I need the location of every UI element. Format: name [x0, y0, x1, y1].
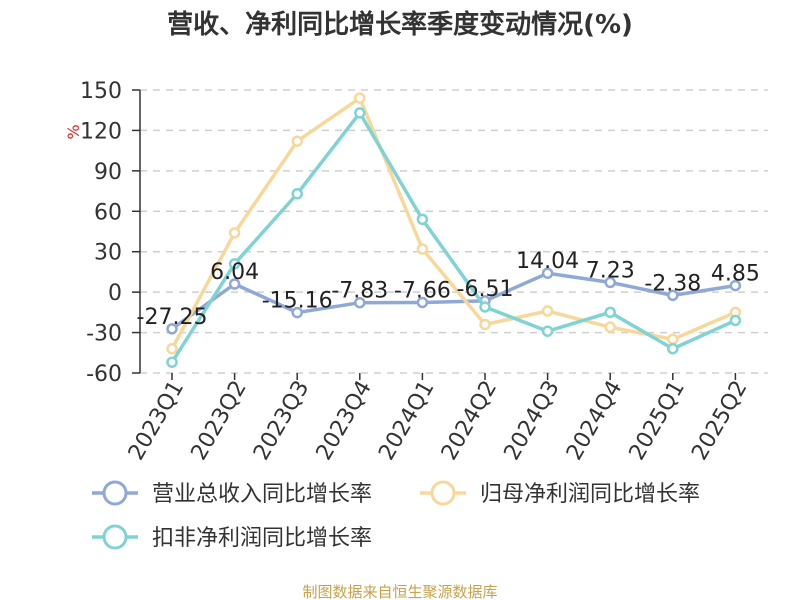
y-tick-label: 60 — [94, 200, 122, 225]
series-3-point — [604, 306, 616, 319]
x-tick-label-2024q3: 2024Q3 — [499, 377, 564, 465]
series-1-point — [541, 267, 554, 279]
grid-lines — [132, 89, 768, 374]
data-label: 4.85 — [711, 262, 760, 287]
series-lines — [166, 92, 742, 368]
data-label: 7.23 — [586, 258, 635, 283]
y-axis-tick-labels: 150 120 90 60 30 0 -30 -60 — [80, 79, 122, 387]
y-tick-label: -60 — [86, 362, 122, 387]
series-1-point — [166, 323, 178, 335]
series-2-point — [541, 305, 554, 317]
series-2-point — [667, 333, 679, 346]
y-tick-label: 0 — [108, 281, 122, 306]
legend-item-1[interactable]: 营业总收入同比增长率 — [92, 480, 372, 507]
x-tick-label-2024q1: 2024Q1 — [374, 377, 439, 465]
series-3-point — [479, 301, 491, 313]
series-line-2 — [170, 96, 737, 350]
series-2-point — [354, 92, 366, 104]
x-tick-label-2023q1: 2023Q1 — [124, 377, 189, 465]
x-tick-label-2023q2: 2023Q2 — [186, 377, 251, 465]
series-2-point — [228, 227, 241, 239]
series-3-point — [354, 107, 366, 119]
legend-label: 归母净利润同比增长率 — [480, 482, 700, 507]
series-1-point — [667, 289, 679, 302]
series-line-1 — [170, 271, 736, 331]
data-label: -15.16 — [262, 289, 333, 314]
legend-marker — [430, 480, 456, 506]
series-3-point — [166, 356, 178, 368]
x-axis-tick-labels: 2023Q12023Q22023Q32023Q42024Q12024Q22024… — [124, 377, 753, 465]
series-1-point — [416, 296, 429, 309]
y-tick-label: 150 — [80, 79, 122, 104]
series-3-point — [541, 325, 554, 337]
x-tick-label-2025q1: 2025Q1 — [625, 377, 690, 465]
legend-marker — [102, 524, 128, 550]
series-1-point — [354, 296, 366, 309]
x-tick-label-2023q3: 2023Q3 — [249, 377, 314, 465]
axes — [139, 90, 737, 380]
series-2-point — [291, 135, 303, 147]
series-3-point — [729, 314, 742, 327]
data-label: -7.66 — [394, 278, 451, 303]
series-1-point — [291, 306, 303, 319]
series-2-point — [416, 243, 429, 255]
data-label: -2.38 — [644, 271, 701, 296]
series-1-point — [604, 276, 616, 289]
legend-item-3[interactable]: 扣非净利润同比增长率 — [92, 524, 372, 551]
series-2-point — [479, 318, 491, 331]
series-1-point — [228, 278, 241, 290]
series-2-point — [604, 321, 616, 333]
x-tick-label-2024q4: 2024Q4 — [562, 377, 627, 465]
series-3-point — [291, 188, 303, 200]
y-tick-label: -30 — [86, 322, 122, 347]
series-3-point — [667, 342, 679, 355]
series-line-3 — [170, 111, 737, 364]
data-label: -27.25 — [137, 305, 208, 330]
source-note: 制图数据来自恒生聚源数据库 — [302, 583, 497, 600]
legend-label: 扣非净利润同比增长率 — [152, 526, 372, 551]
legend-marker — [102, 480, 128, 506]
x-tick-label-2025q2: 2025Q2 — [687, 377, 752, 465]
y-tick-label: 30 — [94, 241, 122, 266]
data-label: -6.51 — [457, 277, 514, 302]
y-axis-unit: % — [64, 124, 83, 139]
series-3-point — [228, 258, 241, 270]
series-2-point — [166, 342, 178, 355]
legend-label: 营业总收入同比增长率 — [152, 482, 372, 507]
y-tick-label: 90 — [94, 160, 122, 185]
data-label: -7.83 — [331, 279, 388, 304]
legend-item-2[interactable]: 归母净利润同比增长率 — [420, 480, 700, 507]
chart-title: 营收、净利同比增长率季度变动情况(%) — [167, 9, 633, 40]
x-tick-label-2023q4: 2023Q4 — [312, 377, 377, 465]
y-tick-label: 120 — [80, 119, 122, 144]
data-label: 14.04 — [516, 249, 579, 274]
series-3-point — [416, 213, 429, 226]
series-1-point — [729, 279, 742, 292]
x-tick-label-2024q2: 2024Q2 — [437, 377, 502, 465]
data-label: 6.04 — [210, 260, 259, 285]
